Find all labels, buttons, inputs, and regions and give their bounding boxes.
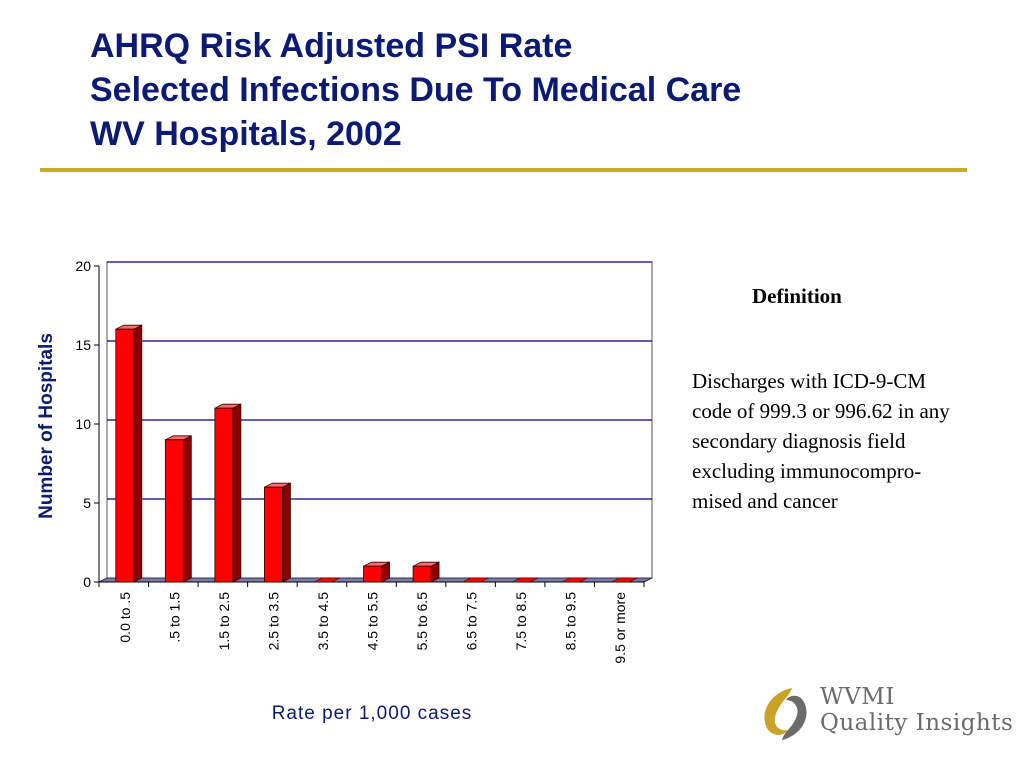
- x-tick-label-5: 4.5 to 5.5: [365, 592, 381, 651]
- bar-0: [115, 328, 135, 583]
- definition-line-3: secondary diagnosis field: [692, 429, 906, 453]
- bar-2: [214, 407, 234, 583]
- y-axis-title: Number of Hospitals: [36, 333, 57, 519]
- bar-1: [164, 439, 184, 583]
- bar-7: [462, 577, 489, 583]
- x-tick-label-3: 2.5 to 3.5: [265, 592, 281, 651]
- x-axis-title: Rate per 1,000 cases: [272, 703, 473, 724]
- x-tick-label-7: 6.5 to 7.5: [464, 592, 480, 651]
- y-tick-label-1: 5: [83, 495, 91, 511]
- definition-text: Discharges with ICD-9-CM code of 999.3 o…: [692, 366, 1012, 516]
- x-tick-label-6: 5.5 to 6.5: [414, 592, 430, 651]
- definition-line-1: Discharges with ICD-9-CM: [692, 369, 927, 393]
- bar-5: [363, 565, 382, 583]
- title-line-2: Selected Infections Due To Medical Care: [90, 71, 742, 109]
- bar-3: [264, 486, 283, 583]
- x-tick-label-8: 7.5 to 8.5: [513, 592, 529, 651]
- definition-heading: Definition: [752, 284, 842, 308]
- bar-9: [561, 577, 588, 583]
- definition-line-4: excluding immunocompro-: [692, 459, 922, 483]
- bar-side-0: [133, 324, 143, 583]
- title-divider: [40, 168, 967, 172]
- y-tick-label-2: 10: [75, 416, 91, 432]
- definition-line-2: code of 999.3 or 996.62 in any: [692, 399, 950, 423]
- title-line-1: AHRQ Risk Adjusted PSI Rate: [90, 27, 573, 65]
- x-tick-label-10: 9.5 or more: [612, 592, 628, 664]
- wvmi-logo: WVMI Quality Insights: [752, 682, 1013, 744]
- bar-side-2: [232, 403, 242, 583]
- bar-6: [412, 565, 432, 583]
- logo-swirl-icon: [764, 688, 807, 740]
- x-tick-label-0: 0.0 to .5: [117, 592, 133, 643]
- y-tick-label-0: 0: [83, 574, 91, 590]
- logo-line-1: WVMI: [820, 684, 895, 710]
- y-tick-label-4: 20: [75, 258, 91, 274]
- definition-line-5: mised and cancer: [692, 489, 838, 513]
- x-tick-label-4: 3.5 to 4.5: [315, 592, 331, 651]
- bar-10: [611, 577, 638, 583]
- bar-side-3: [282, 482, 291, 583]
- bar-8: [512, 577, 539, 583]
- x-tick-label-2: 1.5 to 2.5: [216, 592, 232, 651]
- page-title: AHRQ Risk Adjusted PSI Rate Selected Inf…: [90, 24, 741, 156]
- x-tick-label-1: .5 to 1.5: [166, 592, 182, 643]
- logo-line-2: Quality Insights: [820, 710, 1014, 736]
- bar-side-1: [182, 435, 192, 583]
- y-tick-label-3: 15: [75, 337, 91, 353]
- x-tick-label-9: 8.5 to 9.5: [563, 592, 579, 651]
- bar-4: [313, 577, 341, 583]
- title-line-3: WV Hospitals, 2002: [90, 115, 402, 153]
- bar-chart: 0 5 10 15 20 0.0 to .5 .5 to 1.5 1.5 to 2.5 2.5 …: [36, 258, 653, 724]
- logo-text: WVMI Quality Insights: [820, 684, 1013, 736]
